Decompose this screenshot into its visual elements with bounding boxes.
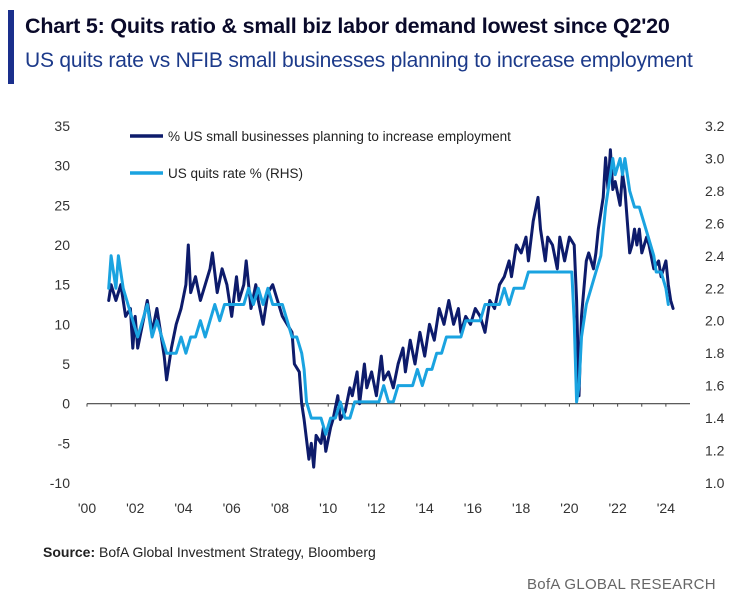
y-right-tick-label: 2.8 — [705, 183, 725, 199]
x-tick-label: '00 — [78, 500, 96, 516]
series-line-nfib — [107, 148, 675, 469]
legend-label: US quits rate % (RHS) — [168, 166, 303, 181]
y-right-tick-label: 1.0 — [705, 475, 725, 491]
y-left-tick-label: 20 — [54, 237, 70, 253]
y-right-tick-label: 1.4 — [705, 410, 725, 426]
x-tick-label: '18 — [512, 500, 530, 516]
y-left-tick-label: -5 — [58, 435, 71, 451]
y-right-tick-label: 2.6 — [705, 215, 725, 231]
source-label: Source: — [43, 544, 96, 560]
y-right-tick-label: 3.2 — [705, 118, 725, 134]
x-tick-label: '20 — [560, 500, 578, 516]
y-right-tick-label: 1.8 — [705, 345, 725, 361]
x-tick-label: '04 — [174, 500, 192, 516]
y-right-tick-label: 1.2 — [705, 443, 725, 459]
y-left-tick-label: 35 — [54, 118, 70, 134]
x-tick-label: '10 — [319, 500, 337, 516]
y-right-tick-label: 1.6 — [705, 378, 725, 394]
chart: 35 30 25 20 15 10 5 0 -5 -10 3.2 3.0 2.8 2.6 2.4 2.2 2.0… — [50, 118, 725, 516]
y-right-tick-label: 2.0 — [705, 313, 725, 329]
x-tick-label: '06 — [223, 500, 241, 516]
chart-subtitle: US quits rate vs NFIB small businesses p… — [25, 49, 693, 72]
y-left-tick-label: 10 — [54, 316, 70, 332]
brand-footer: BofA GLOBAL RESEARCH — [527, 576, 716, 593]
y-left-tick-label: 0 — [62, 396, 70, 412]
y-left-tick-label: 15 — [54, 277, 70, 293]
series-line-quits — [107, 157, 670, 436]
y-left-tick-label: -10 — [50, 475, 70, 491]
x-tick-label: '16 — [464, 500, 482, 516]
y-right-tick-label: 2.2 — [705, 280, 725, 296]
x-tick-label: '08 — [271, 500, 289, 516]
y-right-tick-label: 2.4 — [705, 248, 725, 264]
title-accent-bar — [8, 10, 14, 84]
legend-label: % US small businesses planning to increa… — [168, 129, 511, 144]
x-tick-label: '12 — [367, 500, 385, 516]
y-left-tick-label: 5 — [62, 356, 70, 372]
y-left-tick-label: 25 — [54, 197, 70, 213]
chart-title: Chart 5: Quits ratio & small biz labor d… — [25, 14, 670, 38]
y-right-tick-label: 3.0 — [705, 150, 725, 166]
x-tick-label: '24 — [657, 500, 675, 516]
x-tick-label: '22 — [609, 500, 627, 516]
source-text: BofA Global Investment Strategy, Bloombe… — [95, 544, 376, 560]
x-tick-label: '02 — [126, 500, 144, 516]
x-tick-label: '14 — [416, 500, 434, 516]
source-note: Source: BofA Global Investment Strategy,… — [43, 544, 376, 560]
y-left-tick-label: 30 — [54, 158, 70, 174]
